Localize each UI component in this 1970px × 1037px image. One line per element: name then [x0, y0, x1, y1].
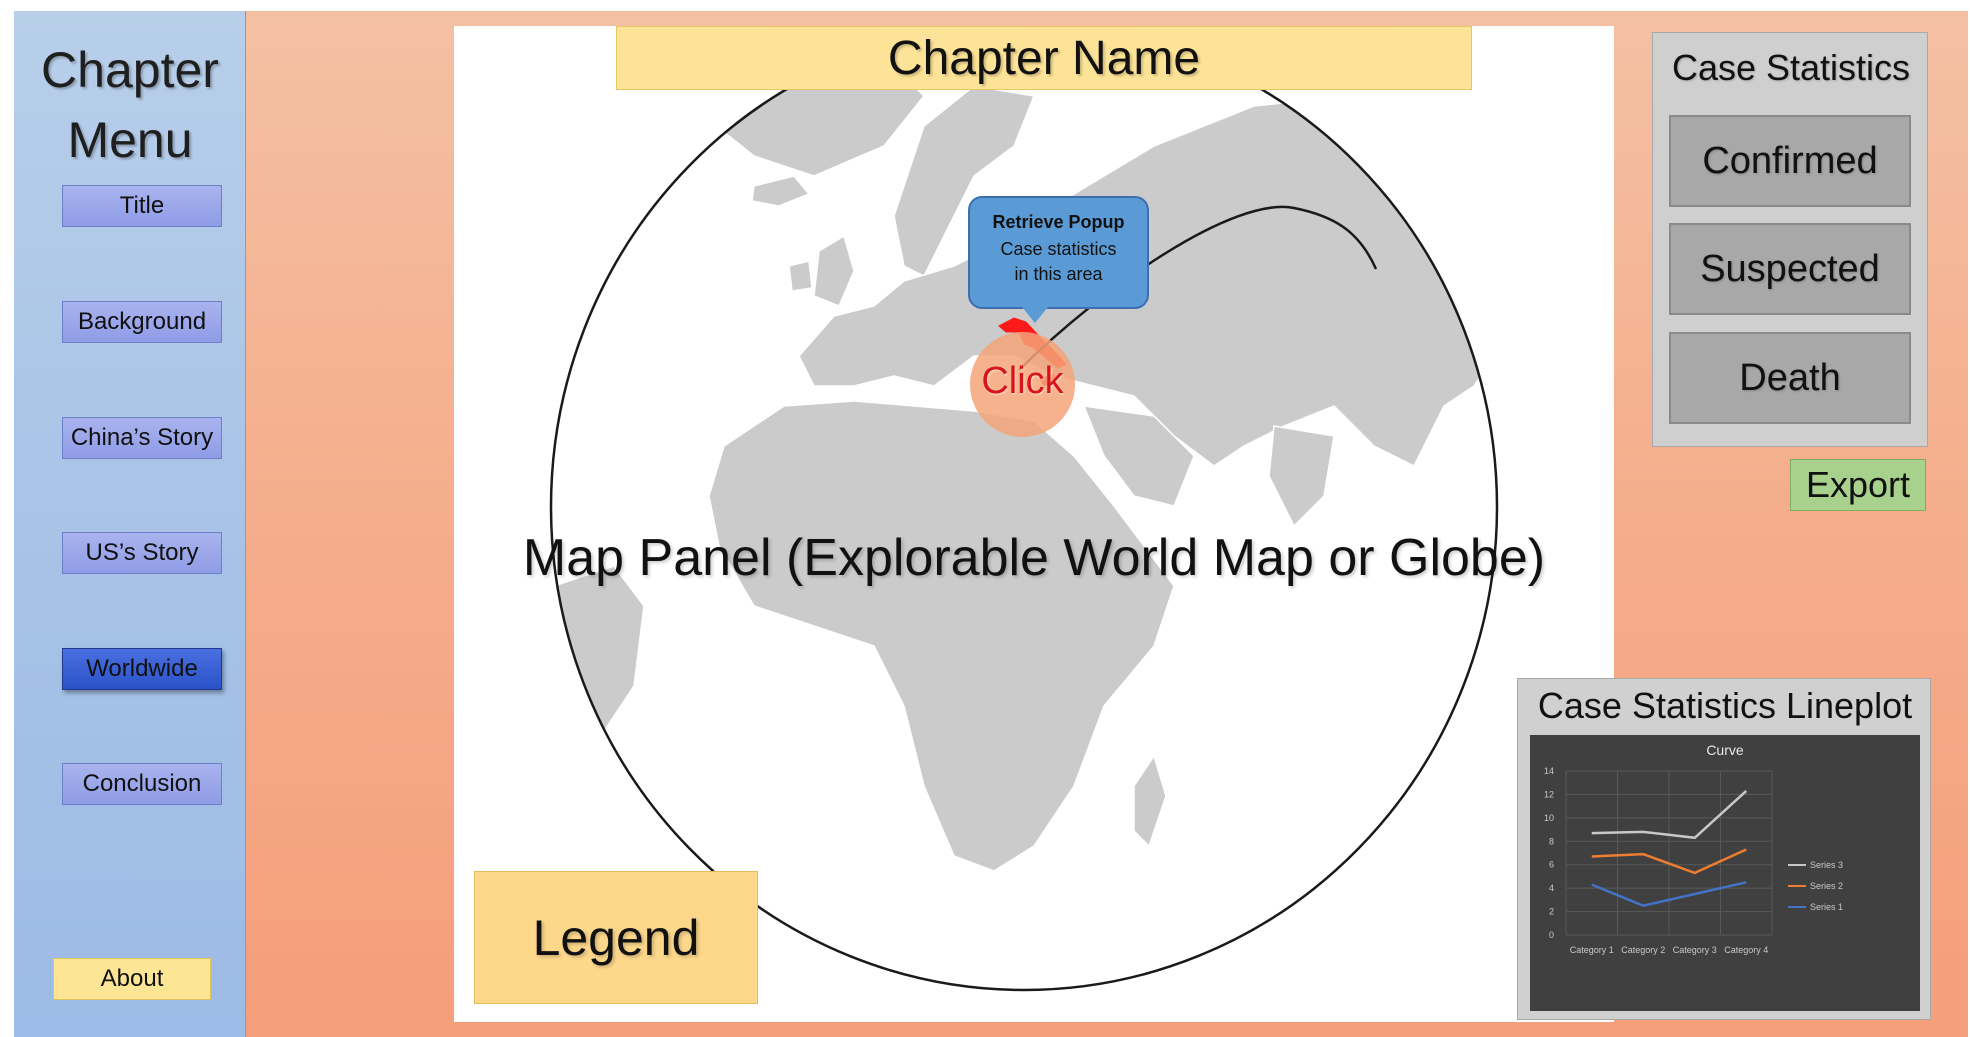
popup-line-2: in this area	[1014, 264, 1103, 284]
landmass-africa	[708, 400, 1175, 872]
click-label[interactable]: Click	[981, 360, 1064, 402]
popup-line-1: Case statistics	[1000, 239, 1117, 259]
landmass-scandinavia	[893, 85, 1036, 278]
nav-item-chinas-story[interactable]: China’s Story	[62, 417, 222, 459]
chart-y-tick-label: 10	[1544, 813, 1554, 823]
lineplot-svg: Curve 0 2 4 6 8 10 12 14 Category 1 Category 2 Cate…	[1544, 742, 1843, 955]
chart-y-tick-label: 2	[1549, 907, 1554, 917]
click-marker[interactable]	[970, 332, 1075, 437]
death-button[interactable]: Death	[1669, 332, 1911, 424]
chart-x-tick-label: Category 1	[1570, 945, 1614, 955]
chart-y-tick-label: 4	[1549, 883, 1554, 893]
case-statistics-title: Case Statistics	[1671, 47, 1911, 88]
chart-legend-label: Series 3	[1810, 860, 1843, 870]
map-panel[interactable]	[454, 26, 1614, 1022]
chart-legend-label: Series 2	[1810, 881, 1843, 891]
chart-series-line	[1591, 848, 1747, 875]
chart-y-tick-label: 14	[1544, 766, 1554, 776]
chart-x-tick-label: Category 2	[1621, 945, 1665, 955]
chart-x-tick-label: Category 3	[1673, 945, 1717, 955]
chart-y-tick-label: 6	[1549, 860, 1554, 870]
landmass-uk	[813, 234, 855, 307]
popup-title: Retrieve Popup	[992, 212, 1125, 232]
nav-item-background[interactable]: Background	[62, 301, 222, 343]
chart-x-tick-label: Category 4	[1724, 945, 1768, 955]
lineplot-chart[interactable]: Curve 0 2 4 6 8 10 12 14 Category 1 Category 2 Cate…	[1530, 735, 1920, 1011]
map-legend: Legend	[474, 871, 758, 1004]
nav-item-us-story[interactable]: US’s Story	[62, 532, 222, 574]
landmass-india	[1268, 425, 1335, 528]
lineplot-title: Case Statistics Lineplot	[1537, 685, 1913, 726]
nav-item-title[interactable]: Title	[62, 185, 222, 227]
chapter-menu-title: Chapter Menu	[41, 42, 219, 168]
chapter-name-banner: Chapter Name	[616, 26, 1472, 90]
landmass-madagascar	[1133, 754, 1167, 848]
chart-y-tick-label: 12	[1544, 789, 1554, 799]
case-statistics-lineplot-panel: Case Statistics Lineplot Curve 0 2 4 6 8 10 12 1…	[1517, 678, 1931, 1020]
world-globe[interactable]	[454, 26, 1614, 1022]
chart-series-line	[1591, 881, 1747, 908]
chart-y-tick-label: 8	[1549, 836, 1554, 846]
confirmed-button[interactable]: Confirmed	[1669, 115, 1911, 207]
map-panel-label: Map Panel (Explorable World Map or Globe…	[522, 529, 1546, 587]
nav-item-conclusion[interactable]: Conclusion	[62, 763, 222, 805]
landmass-arabia	[1082, 405, 1195, 507]
retrieve-popup: Retrieve Popup Case statistics in this a…	[968, 196, 1149, 309]
landmass-iceland	[751, 175, 811, 207]
chart-legend-label: Series 1	[1810, 902, 1843, 912]
nav-item-worldwide[interactable]: Worldwide	[62, 648, 222, 690]
globe-outline	[549, 26, 1499, 992]
landmass-south-america	[551, 565, 645, 748]
about-button[interactable]: About	[53, 958, 211, 1000]
chapter-menu-sidebar: Chapter Menu Title Background China’s St…	[14, 11, 246, 1037]
chart-y-tick-label: 0	[1549, 930, 1554, 940]
chart-series-line	[1591, 789, 1748, 840]
suspected-button[interactable]: Suspected	[1669, 223, 1911, 315]
popup-pointer	[1022, 307, 1048, 323]
landmass-ireland	[788, 260, 813, 292]
chart-title: Curve	[1706, 742, 1744, 758]
export-button[interactable]: Export	[1790, 459, 1926, 511]
case-statistics-panel: Case Statistics Confirmed Suspected Deat…	[1652, 32, 1928, 447]
